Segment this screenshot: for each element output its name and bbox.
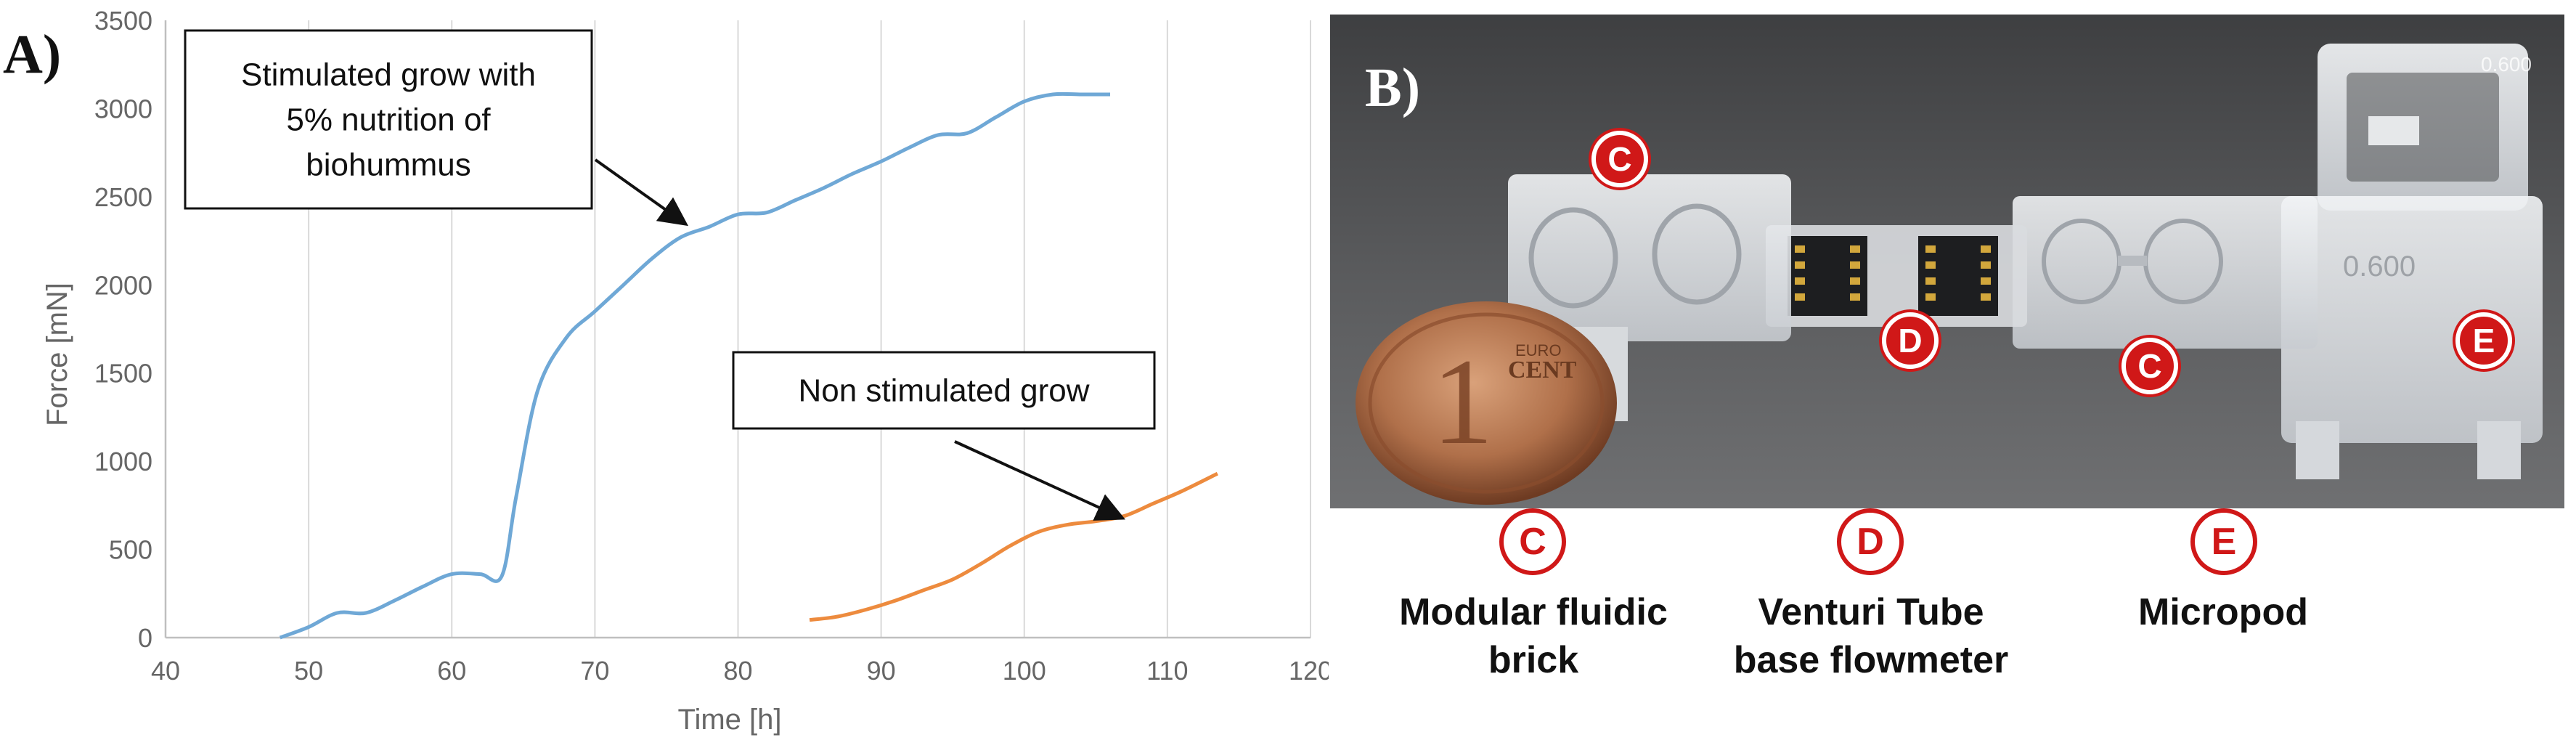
legend-caption-e-line1: Micropod (2138, 591, 2308, 633)
x-tick-label: 60 (437, 656, 466, 686)
annotation-stimulated: Stimulated grow with 5% nutrition of biohu… (184, 29, 689, 227)
annotation-non-stimulated: Non stimulated grow (732, 351, 1156, 521)
legend-caption-c-line2: brick (1488, 639, 1579, 681)
legend-badge-e: E (2190, 508, 2257, 575)
annotation-arrow (594, 158, 689, 227)
annotation-layer: Stimulated grow with 5% nutrition of biohu… (184, 29, 1156, 521)
device-photo: 0.600 0.600 (1330, 15, 2564, 508)
y-tick-label: 2500 (94, 182, 152, 212)
x-tick-label: 120 (1289, 656, 1329, 686)
micropod-number-top: 0.600 (2481, 53, 2532, 76)
annotation-text: biohummus (306, 147, 470, 183)
x-tick-labels: 40 50 60 70 80 90 100 110 120 (151, 656, 1329, 686)
x-tick-label: 40 (151, 656, 180, 686)
annotation-text: Non stimulated grow (798, 373, 1089, 409)
panel-b-label: B) (1365, 57, 1420, 118)
x-tick-label: 80 (723, 656, 752, 686)
micropod-number-side: 0.600 (2343, 251, 2416, 283)
panel-b: 0.600 0.600 (1330, 15, 2564, 748)
annotation-box (732, 351, 1156, 430)
legend-badge-c: C (1499, 508, 1566, 575)
x-tick-label: 70 (580, 656, 609, 686)
series-line-stimulated (279, 92, 1111, 640)
y-tick-label: 1000 (94, 447, 152, 476)
annotation-text: 5% nutrition of (286, 102, 491, 138)
legend-caption-d-line1: Venturi Tube (1758, 591, 1984, 633)
force-time-chart: A) 40 50 60 70 80 90 100 110 120 0 500 1000 1500 200… (3, 6, 1329, 736)
annotation-arrow (954, 440, 1126, 521)
legend-caption-d: Venturi Tube base flowmeter (1693, 588, 2049, 684)
coin-text-euro: EURO (1515, 341, 1562, 359)
fluidic-brick-right (2013, 196, 2318, 349)
annotation-box (184, 29, 593, 210)
series-layer (279, 92, 1218, 640)
y-tick-label: 3500 (94, 6, 152, 36)
x-tick-label: 100 (1003, 656, 1046, 686)
y-tick-labels: 0 500 1000 1500 2000 2500 3000 3500 (94, 6, 152, 653)
y-tick-label: 500 (109, 535, 152, 565)
photo-badge-c-right: C (2121, 338, 2178, 394)
y-tick-label: 1500 (94, 359, 152, 389)
photo-badge-e: E (2455, 312, 2512, 369)
legend-badge-d: D (1837, 508, 1904, 575)
legend-caption-e: Micropod (2078, 588, 2368, 636)
panel-a-label: A) (3, 24, 61, 85)
y-tick-label: 2000 (94, 270, 152, 300)
coin-digit: 1 (1432, 333, 1493, 470)
y-tick-label: 0 (138, 623, 152, 653)
y-tick-label: 3000 (94, 94, 152, 123)
annotation-text: Stimulated grow with (241, 57, 536, 93)
series-line-non-stimulated (809, 471, 1218, 622)
x-tick-label: 110 (1146, 656, 1188, 686)
coin-text-cent: CENT (1508, 357, 1577, 383)
photo-badge-d: D (1882, 312, 1939, 369)
euro-cent-coin: 1 EURO CENT (1356, 301, 1617, 505)
chart-axes (164, 20, 1311, 639)
legend-caption-c: Modular fluidic brick (1374, 588, 1693, 684)
micropod: 0.600 0.600 (2281, 44, 2543, 479)
x-tick-label: 90 (867, 656, 896, 686)
venturi-flowmeter (1766, 225, 2027, 327)
x-tick-label: 50 (294, 656, 323, 686)
y-axis-label: Force [mN] (41, 283, 73, 426)
legend-caption-c-line1: Modular fluidic (1399, 591, 1668, 633)
x-axis-label: Time [h] (678, 704, 782, 736)
photo-badge-c-left: C (1591, 131, 1648, 187)
legend-caption-d-line2: base flowmeter (1733, 639, 2009, 681)
